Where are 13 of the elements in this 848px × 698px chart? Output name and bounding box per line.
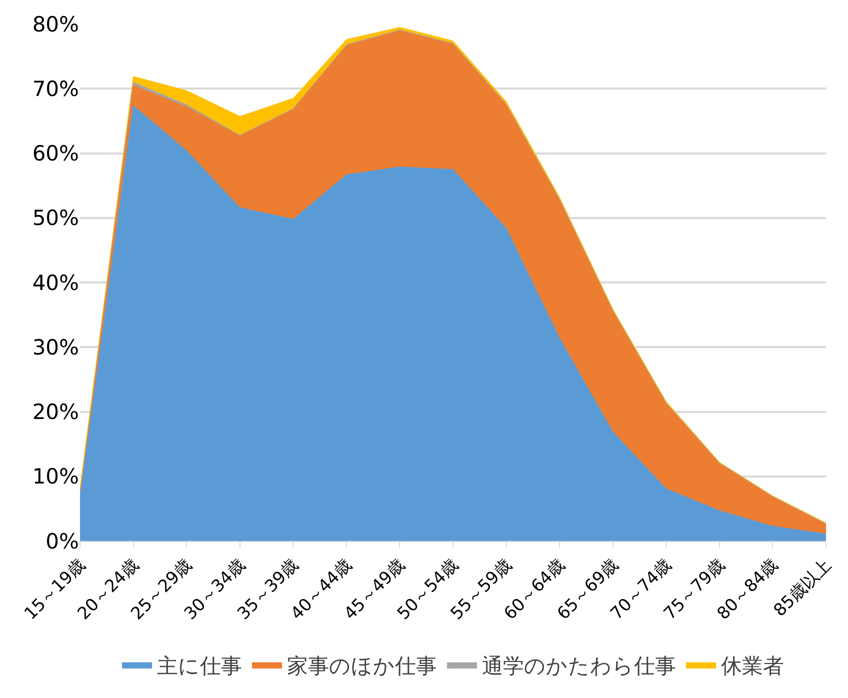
y-tick-label: 50% [32, 206, 79, 230]
y-tick-label: 0% [46, 529, 79, 554]
legend-label: 主に仕事 [157, 654, 242, 678]
legend-label: 通学のかたわら仕事 [482, 654, 676, 678]
y-tick-label: 80% [32, 12, 79, 36]
y-tick-label: 40% [32, 270, 79, 295]
y-tick-label: 70% [32, 76, 79, 101]
legend-label: 休業者 [721, 654, 784, 678]
y-tick-label: 10% [32, 464, 79, 489]
y-tick-label: 30% [32, 335, 79, 360]
y-tick-label: 20% [32, 400, 79, 424]
legend-label: 家事のほか仕事 [287, 654, 437, 678]
y-tick-label: 60% [32, 142, 79, 166]
